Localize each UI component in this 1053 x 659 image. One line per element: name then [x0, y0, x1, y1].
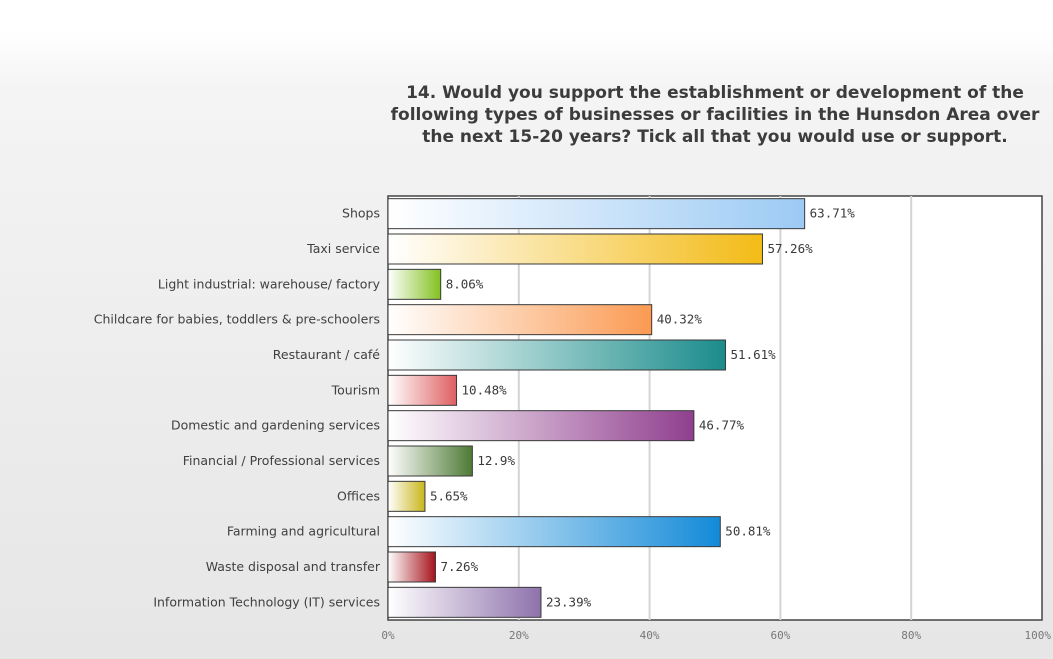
- value-label: 12.9%: [477, 453, 515, 468]
- gridlines: [517, 196, 913, 620]
- bar: [387, 374, 458, 406]
- bar: [387, 410, 695, 442]
- category-label: Farming and agricultural: [227, 524, 380, 539]
- bar: [387, 304, 653, 336]
- value-label: 8.06%: [446, 276, 484, 291]
- bar: [387, 233, 763, 265]
- category-labels: Shops Taxi service Light industrial: wareh…: [94, 206, 381, 610]
- category-label: Taxi service: [306, 241, 380, 256]
- plot-area: [387, 195, 1043, 621]
- bar: [387, 586, 542, 618]
- category-label: Childcare for babies, toddlers & pre-sch…: [94, 312, 380, 327]
- bar: [387, 551, 436, 583]
- category-label: Information Technology (IT) services: [153, 594, 380, 609]
- category-label: Tourism: [331, 382, 380, 397]
- value-label: 46.77%: [699, 418, 745, 433]
- x-tick-label: 20%: [509, 629, 529, 642]
- category-label: Domestic and gardening services: [171, 418, 380, 433]
- x-tick-label: 80%: [901, 629, 921, 642]
- bar: [387, 480, 426, 512]
- x-tick-labels: 0% 20% 40% 60% 80% 100%: [381, 629, 1051, 642]
- category-label: Restaurant / café: [273, 347, 381, 362]
- x-tick-label: 100%: [1025, 629, 1052, 642]
- x-tick-label: 60%: [770, 629, 790, 642]
- category-label: Light industrial: warehouse/ factory: [158, 276, 381, 291]
- value-label: 23.39%: [546, 594, 592, 609]
- value-label: 7.26%: [440, 559, 478, 574]
- category-label: Financial / Professional services: [183, 453, 380, 468]
- value-label: 5.65%: [430, 488, 468, 503]
- bar: [387, 339, 727, 371]
- category-label: Shops: [342, 206, 380, 221]
- value-label: 63.71%: [810, 206, 856, 221]
- bar: [387, 445, 473, 477]
- x-tick-label: 0%: [381, 629, 395, 642]
- bar: [387, 268, 442, 300]
- bar: [387, 516, 721, 548]
- value-label: 10.48%: [462, 382, 508, 397]
- x-tick-label: 40%: [640, 629, 660, 642]
- category-label: Waste disposal and transfer: [206, 559, 381, 574]
- value-label: 51.61%: [731, 347, 777, 362]
- category-label: Offices: [337, 488, 380, 503]
- value-label: 50.81%: [725, 524, 771, 539]
- bar: [387, 198, 806, 230]
- bars: [387, 198, 806, 618]
- value-labels: 63.71% 57.26% 8.06% 40.32% 51.61% 10.48% 46.77…: [430, 206, 855, 610]
- value-label: 40.32%: [657, 312, 703, 327]
- value-label: 57.26%: [767, 241, 813, 256]
- chart-title: 14. Would you support the establishment …: [390, 83, 1040, 147]
